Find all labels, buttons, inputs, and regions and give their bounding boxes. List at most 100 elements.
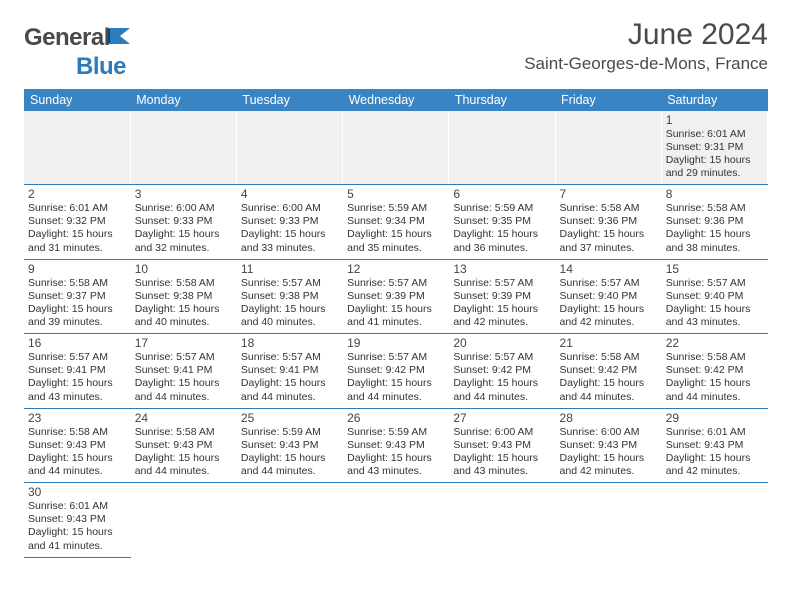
day-number: 27 [453,411,550,425]
calendar-cell: 1Sunrise: 6:01 AMSunset: 9:31 PMDaylight… [661,111,767,185]
day-number: 21 [560,336,657,350]
day-number: 23 [28,411,126,425]
calendar-cell: 7Sunrise: 5:58 AMSunset: 9:36 PMDaylight… [555,185,661,260]
header: GeneralBlue June 2024 Saint-Georges-de-M… [24,18,768,81]
calendar-cell [236,483,342,558]
day-detail: Sunrise: 6:00 AMSunset: 9:33 PMDaylight:… [135,202,232,255]
calendar-cell: 2Sunrise: 6:01 AMSunset: 9:32 PMDaylight… [24,185,130,260]
calendar-cell [661,483,767,558]
day-detail: Sunrise: 5:58 AMSunset: 9:42 PMDaylight:… [560,351,657,404]
day-number: 18 [241,336,338,350]
calendar-cell: 18Sunrise: 5:57 AMSunset: 9:41 PMDayligh… [236,334,342,409]
day-detail: Sunrise: 5:57 AMSunset: 9:39 PMDaylight:… [453,277,550,330]
calendar-cell: 25Sunrise: 5:59 AMSunset: 9:43 PMDayligh… [236,408,342,483]
calendar-header: SundayMondayTuesdayWednesdayThursdayFrid… [24,89,768,111]
logo-part1: General [24,24,110,51]
calendar-cell: 10Sunrise: 5:58 AMSunset: 9:38 PMDayligh… [130,259,236,334]
calendar-week: 23 Sunrise: 5:58 AMSunset: 9:43 PMDayligh… [24,408,768,483]
month-title: June 2024 [524,18,768,52]
day-detail: Sunrise: 6:01 AMSunset: 9:32 PMDaylight:… [28,202,126,255]
day-number: 24 [135,411,232,425]
day-detail: Sunrise: 5:58 AMSunset: 9:38 PMDaylight:… [135,277,232,330]
calendar-cell: 8Sunrise: 5:58 AMSunset: 9:36 PMDaylight… [661,185,767,260]
day-detail: Sunrise: 5:59 AMSunset: 9:43 PMDaylight:… [241,426,338,479]
day-number: 12 [347,262,444,276]
weekday-header: Sunday [24,89,130,111]
day-number: 6 [453,187,550,201]
calendar-cell: 26Sunrise: 5:59 AMSunset: 9:43 PMDayligh… [343,408,449,483]
day-number: 17 [135,336,232,350]
weekday-header: Friday [555,89,661,111]
day-number: 11 [241,262,338,276]
weekday-header: Saturday [661,89,767,111]
calendar-week: 30Sunrise: 6:01 AMSunset: 9:43 PMDayligh… [24,483,768,558]
location: Saint-Georges-de-Mons, France [524,54,768,74]
calendar-cell [236,111,342,185]
calendar-cell [555,111,661,185]
logo-text: GeneralBlue [24,24,132,81]
day-detail: Sunrise: 6:00 AMSunset: 9:43 PMDaylight:… [560,426,657,479]
day-number: 29 [666,411,763,425]
day-detail: Sunrise: 5:58 AMSunset: 9:37 PMDaylight:… [28,277,126,330]
day-number: 10 [135,262,232,276]
day-detail: Sunrise: 5:57 AMSunset: 9:41 PMDaylight:… [28,351,126,404]
day-detail: Sunrise: 5:58 AMSunset: 9:36 PMDaylight:… [560,202,657,255]
day-number: 19 [347,336,444,350]
day-detail: Sunrise: 5:59 AMSunset: 9:34 PMDaylight:… [347,202,444,255]
day-detail: Sunrise: 6:01 AMSunset: 9:43 PMDaylight:… [28,500,126,553]
day-detail: Sunrise: 6:01 AMSunset: 9:31 PMDaylight:… [666,128,763,181]
calendar-cell: 30Sunrise: 6:01 AMSunset: 9:43 PMDayligh… [24,483,130,558]
calendar-cell: 16Sunrise: 5:57 AMSunset: 9:41 PMDayligh… [24,334,130,409]
day-detail: Sunrise: 5:57 AMSunset: 9:42 PMDaylight:… [347,351,444,404]
day-detail: Sunrise: 5:57 AMSunset: 9:41 PMDaylight:… [241,351,338,404]
day-detail: Sunrise: 5:57 AMSunset: 9:41 PMDaylight:… [135,351,232,404]
calendar-cell [343,111,449,185]
flag-icon [108,25,134,53]
day-number: 26 [347,411,444,425]
day-number: 9 [28,262,126,276]
day-detail: Sunrise: 5:57 AMSunset: 9:39 PMDaylight:… [347,277,444,330]
day-number: 14 [560,262,657,276]
calendar-cell [449,483,555,558]
day-detail: Sunrise: 6:01 AMSunset: 9:43 PMDaylight:… [666,426,763,479]
day-number: 22 [666,336,763,350]
day-number: 28 [560,411,657,425]
calendar-cell: 22Sunrise: 5:58 AMSunset: 9:42 PMDayligh… [661,334,767,409]
day-number: 1 [666,113,763,127]
day-number: 5 [347,187,444,201]
day-detail: Sunrise: 5:57 AMSunset: 9:38 PMDaylight:… [241,277,338,330]
logo: GeneralBlue [24,24,132,81]
calendar-cell [130,111,236,185]
day-detail: Sunrise: 5:58 AMSunset: 9:42 PMDaylight:… [666,351,763,404]
calendar-table: SundayMondayTuesdayWednesdayThursdayFrid… [24,89,768,558]
calendar-cell: 6Sunrise: 5:59 AMSunset: 9:35 PMDaylight… [449,185,555,260]
day-detail: Sunrise: 5:57 AMSunset: 9:42 PMDaylight:… [453,351,550,404]
day-number: 13 [453,262,550,276]
weekday-header: Wednesday [343,89,449,111]
day-detail: Sunrise: 6:00 AMSunset: 9:33 PMDaylight:… [241,202,338,255]
day-number: 30 [28,485,126,499]
calendar-body: 1Sunrise: 6:01 AMSunset: 9:31 PMDaylight… [24,111,768,558]
calendar-cell: 27Sunrise: 6:00 AMSunset: 9:43 PMDayligh… [449,408,555,483]
calendar-cell: 19Sunrise: 5:57 AMSunset: 9:42 PMDayligh… [343,334,449,409]
calendar-cell [555,483,661,558]
day-detail: Sunrise: 5:59 AMSunset: 9:35 PMDaylight:… [453,202,550,255]
calendar-cell: 9Sunrise: 5:58 AMSunset: 9:37 PMDaylight… [24,259,130,334]
weekday-header: Tuesday [236,89,342,111]
day-detail: Sunrise: 5:58 AMSunset: 9:36 PMDaylight:… [666,202,763,255]
calendar-cell: 4Sunrise: 6:00 AMSunset: 9:33 PMDaylight… [236,185,342,260]
day-number: 2 [28,187,126,201]
calendar-cell: 24Sunrise: 5:58 AMSunset: 9:43 PMDayligh… [130,408,236,483]
weekday-header: Thursday [449,89,555,111]
day-number: 8 [666,187,763,201]
calendar-cell [449,111,555,185]
day-detail: Sunrise: 5:58 AMSunset: 9:43 PMDaylight:… [135,426,232,479]
calendar-cell: 3Sunrise: 6:00 AMSunset: 9:33 PMDaylight… [130,185,236,260]
logo-part2: Blue [76,53,126,80]
day-number: 15 [666,262,763,276]
calendar-cell: 17Sunrise: 5:57 AMSunset: 9:41 PMDayligh… [130,334,236,409]
day-number: 4 [241,187,338,201]
weekday-header: Monday [130,89,236,111]
title-block: June 2024 Saint-Georges-de-Mons, France [524,18,768,74]
calendar-cell [130,483,236,558]
